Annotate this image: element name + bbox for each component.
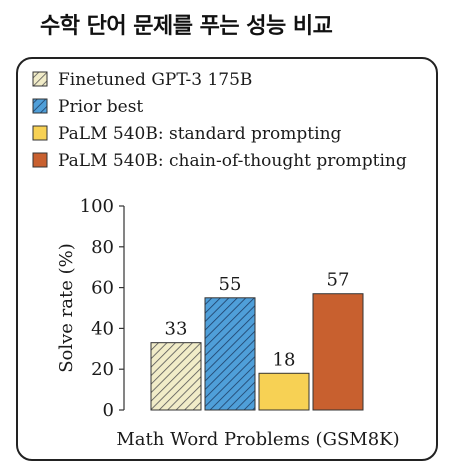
y-tick-label: 40 xyxy=(91,318,114,339)
legend-swatch-prior-best xyxy=(32,98,48,114)
y-ticks: 0 20 40 60 80 100 xyxy=(80,196,124,421)
legend-item-prior-best: Prior best xyxy=(32,97,143,117)
legend-label-palm-standard: PaLM 540B: standard prompting xyxy=(58,124,342,144)
legend-swatch-finetuned-gpt3 xyxy=(32,71,48,87)
data-label-series-2: 55 xyxy=(219,274,242,295)
legend: Finetuned GPT-3 175B Prior best PaLM 540… xyxy=(32,70,407,171)
data-label-series-1: 33 xyxy=(165,319,188,340)
y-tick-label: 20 xyxy=(91,359,114,380)
data-labels: 33 55 18 57 xyxy=(165,270,350,371)
legend-label-palm-cot: PaLM 540B: chain-of-thought prompting xyxy=(58,151,407,171)
legend-item-palm-standard: PaLM 540B: standard prompting xyxy=(32,124,342,144)
x-axis-title: Math Word Problems (GSM8K) xyxy=(116,429,399,450)
legend-swatch-palm-standard xyxy=(32,125,48,141)
bar-series-4 xyxy=(312,293,364,411)
data-label-series-3: 18 xyxy=(273,349,296,370)
legend-item-palm-cot: PaLM 540B: chain-of-thought prompting xyxy=(32,151,407,171)
legend-item-finetuned-gpt3: Finetuned GPT-3 175B xyxy=(32,70,252,90)
y-tick-label: 60 xyxy=(91,278,114,299)
legend-label-finetuned-gpt3: Finetuned GPT-3 175B xyxy=(58,70,252,90)
y-tick-label: 0 xyxy=(103,400,114,421)
y-axis: 0 20 40 60 80 100 Solve rate (%) xyxy=(56,196,125,421)
legend-label-prior-best: Prior best xyxy=(58,97,143,117)
data-label-series-4: 57 xyxy=(327,270,350,291)
bar-series-3 xyxy=(258,372,310,411)
bar-series-1 xyxy=(150,342,202,411)
y-tick-label: 100 xyxy=(80,196,114,217)
y-tick-label: 80 xyxy=(91,237,114,258)
page-title: 수학 단어 문제를 푸는 성능 비교 xyxy=(40,14,333,39)
y-axis-title: Solve rate (%) xyxy=(56,243,77,373)
bar-series-2 xyxy=(204,297,256,411)
legend-swatch-palm-cot xyxy=(32,152,48,168)
bars xyxy=(150,293,364,411)
